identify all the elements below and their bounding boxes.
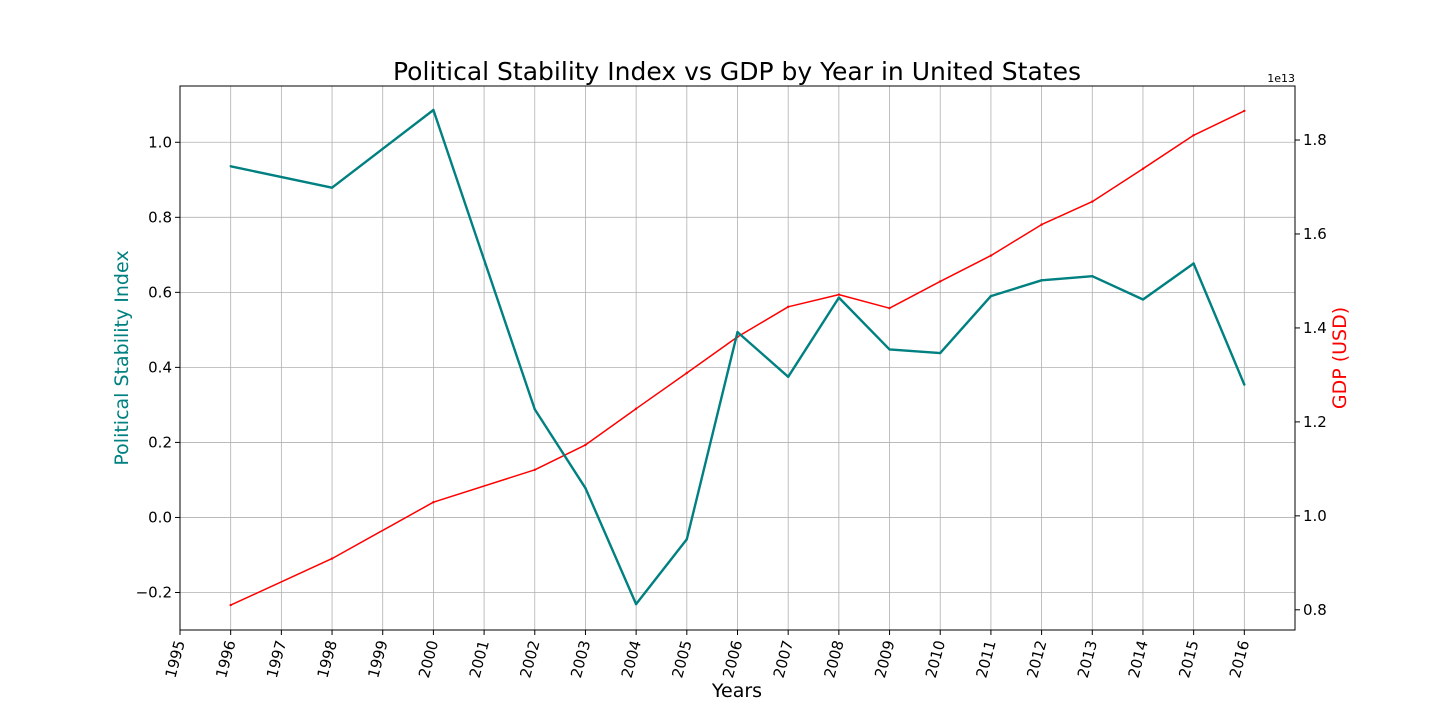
x-tick-label: 1998 bbox=[314, 638, 341, 680]
ticks-layer: 1995 1996 1997 1998 1999 2000 2001 2002 2003 2004… bbox=[136, 131, 1327, 680]
stability-point bbox=[330, 186, 334, 189]
left-y-tick-label: 1.0 bbox=[148, 133, 172, 151]
x-tick-label: 2002 bbox=[516, 638, 543, 680]
x-tick-label: 2016 bbox=[1226, 638, 1253, 680]
left-y-tick-label: 0.0 bbox=[148, 508, 172, 526]
x-tick-label: 1995 bbox=[162, 638, 189, 680]
right-y-tick-label: 1.8 bbox=[1303, 131, 1327, 149]
x-tick-label: 2012 bbox=[1023, 638, 1050, 680]
gdp-point bbox=[1243, 109, 1246, 113]
x-axis-label: Years bbox=[711, 680, 762, 702]
x-tick-label: 2013 bbox=[1074, 638, 1101, 680]
gdp-point bbox=[787, 305, 790, 308]
stability-point bbox=[989, 294, 993, 298]
left-y-axis-label: Political Stability Index bbox=[111, 250, 133, 465]
gdp-point bbox=[989, 254, 993, 257]
gdp-point bbox=[837, 293, 841, 296]
series-line-gdp bbox=[230, 110, 1245, 606]
gdp-point bbox=[533, 468, 536, 471]
gdp-point bbox=[584, 443, 587, 447]
stability-point bbox=[787, 375, 790, 378]
left-y-tick-label: 0.4 bbox=[148, 358, 172, 376]
right-y-tick-label: 1.2 bbox=[1303, 413, 1327, 431]
x-tick-label: 2005 bbox=[668, 638, 695, 680]
x-tick-label: 1996 bbox=[212, 638, 239, 680]
stability-point bbox=[888, 348, 891, 351]
left-y-tick-label: 0.6 bbox=[148, 283, 172, 301]
gdp-point bbox=[939, 280, 942, 283]
gdp-point bbox=[432, 501, 435, 504]
x-tick-label: 2001 bbox=[466, 638, 493, 680]
x-tick-label: 2008 bbox=[820, 638, 847, 680]
gdp-point bbox=[1141, 167, 1145, 170]
stability-point bbox=[229, 165, 232, 168]
stability-point bbox=[584, 487, 587, 490]
stability-point bbox=[685, 538, 688, 541]
x-tick-label: 1997 bbox=[263, 638, 290, 680]
x-tick-label: 2011 bbox=[973, 638, 1000, 680]
gdp-point bbox=[1192, 134, 1195, 137]
gdp-point bbox=[229, 603, 232, 607]
stability-point bbox=[939, 351, 942, 355]
chart-title: Political Stability Index vs GDP by Year… bbox=[393, 57, 1081, 86]
stability-point bbox=[432, 108, 435, 112]
x-tick-label: 2010 bbox=[922, 638, 949, 680]
right-axis-offset-label: 1e13 bbox=[1267, 72, 1295, 85]
stability-point bbox=[1243, 383, 1246, 386]
left-y-tick-label: 0.2 bbox=[148, 433, 172, 451]
stability-point bbox=[1040, 279, 1043, 282]
right-y-axis-label: GDP (USD) bbox=[1329, 307, 1351, 409]
x-tick-label: 1999 bbox=[364, 638, 391, 680]
left-y-tick-label: 0.8 bbox=[148, 208, 172, 226]
right-y-tick-label: 0.8 bbox=[1303, 601, 1327, 619]
stability-point bbox=[1192, 262, 1195, 265]
gdp-point bbox=[1040, 223, 1043, 226]
stability-point bbox=[736, 330, 739, 334]
stability-point bbox=[837, 296, 841, 299]
gdp-point bbox=[1091, 200, 1094, 203]
right-y-tick-label: 1.0 bbox=[1303, 507, 1327, 525]
series-line-political-stability bbox=[230, 108, 1246, 606]
x-tick-label: 2003 bbox=[567, 638, 594, 680]
left-y-tick-label: −0.2 bbox=[136, 583, 172, 601]
gdp-point bbox=[685, 371, 688, 375]
x-tick-label: 2009 bbox=[871, 638, 898, 680]
gdp-point bbox=[888, 307, 891, 310]
x-tick-label: 2004 bbox=[618, 638, 645, 680]
x-tick-label: 2000 bbox=[415, 638, 442, 680]
stability-point bbox=[1091, 275, 1094, 278]
x-tick-label: 2015 bbox=[1175, 638, 1202, 680]
gdp-point bbox=[634, 407, 638, 410]
right-y-tick-label: 1.4 bbox=[1303, 319, 1327, 337]
grid bbox=[179, 86, 1295, 630]
right-y-tick-label: 1.6 bbox=[1303, 225, 1327, 243]
x-tick-label: 2007 bbox=[770, 638, 797, 680]
series-layer bbox=[229, 108, 1246, 607]
stability-point bbox=[1141, 298, 1145, 301]
stability-point bbox=[533, 408, 536, 411]
x-tick-label: 2006 bbox=[719, 638, 746, 680]
x-tick-label: 2014 bbox=[1125, 638, 1152, 680]
gdp-point bbox=[330, 557, 334, 560]
stability-point bbox=[634, 602, 638, 606]
